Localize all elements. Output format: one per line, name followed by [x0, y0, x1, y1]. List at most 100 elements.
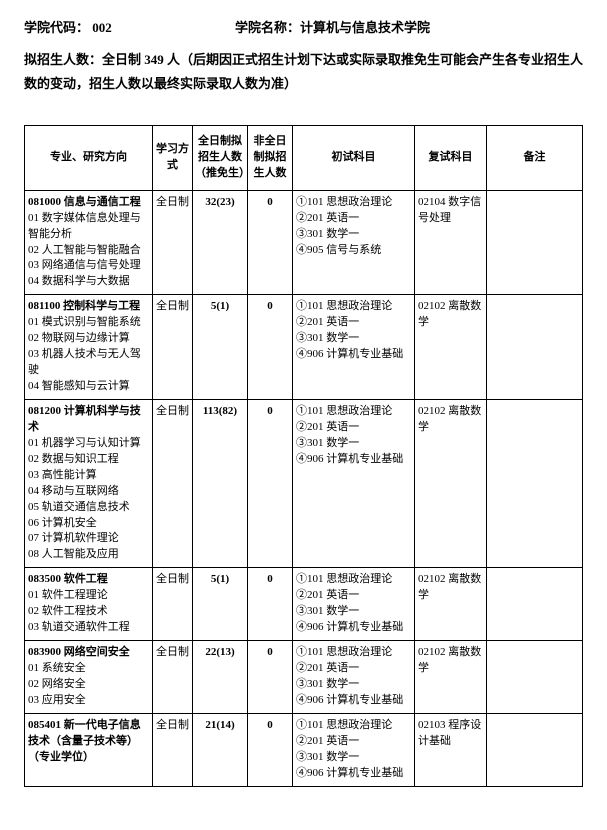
exam1-item: ②201 英语一: [296, 588, 411, 604]
th-note: 备注: [487, 125, 583, 190]
enrollment-table: 专业、研究方向 学习方式 全日制拟招生人数（推免生） 非全日制拟招生人数 初试科…: [24, 125, 583, 787]
table-header-row: 专业、研究方向 学习方式 全日制拟招生人数（推免生） 非全日制拟招生人数 初试科…: [25, 125, 583, 190]
exam1-item: ③301 数学一: [296, 331, 411, 347]
exam1-item: ③301 数学一: [296, 227, 411, 243]
exam1-item: ②201 英语一: [296, 734, 411, 750]
cell-parttime: 0: [248, 713, 293, 786]
cell-mode: 全日制: [153, 641, 193, 714]
sub-direction: 03 应用安全: [28, 693, 149, 709]
cell-exam2: 02103 程序设计基础: [415, 713, 487, 786]
exam1-item: ①101 思想政治理论: [296, 718, 411, 734]
th-full: 全日制拟招生人数（推免生）: [193, 125, 248, 190]
exam1-item: ③301 数学一: [296, 436, 411, 452]
sub-direction: 02 物联网与边缘计算: [28, 331, 149, 347]
cell-exam1: ①101 思想政治理论②201 英语一③301 数学一④906 计算机专业基础: [293, 641, 415, 714]
table-row: 083900 网络空间安全01 系统安全02 网络安全03 应用安全全日制22(…: [25, 641, 583, 714]
exam1-item: ④906 计算机专业基础: [296, 620, 411, 636]
sub-direction: 04 移动与互联网络: [28, 484, 149, 500]
exam1-item: ①101 思想政治理论: [296, 195, 411, 211]
cell-exam1: ①101 思想政治理论②201 英语一③301 数学一④906 计算机专业基础: [293, 399, 415, 567]
cell-mode: 全日制: [153, 190, 193, 295]
cell-major: 081000 信息与通信工程01 数字媒体信息处理与智能分析02 人工智能与智能…: [25, 190, 153, 295]
cell-fulltime: 5(1): [193, 568, 248, 641]
sub-direction: 01 系统安全: [28, 661, 149, 677]
cell-exam1: ①101 思想政治理论②201 英语一③301 数学一④906 计算机专业基础: [293, 713, 415, 786]
cell-note: [487, 295, 583, 400]
sub-direction: 01 数字媒体信息处理与智能分析: [28, 211, 149, 243]
exam1-item: ④906 计算机专业基础: [296, 452, 411, 468]
exam1-item: ②201 英语一: [296, 315, 411, 331]
sub-direction: 01 机器学习与认知计算: [28, 436, 149, 452]
exam1-item: ③301 数学一: [296, 677, 411, 693]
cell-exam2: 02102 离散数学: [415, 641, 487, 714]
exam1-item: ②201 英语一: [296, 661, 411, 677]
table-row: 081000 信息与通信工程01 数字媒体信息处理与智能分析02 人工智能与智能…: [25, 190, 583, 295]
major-title: 081100 控制科学与工程: [28, 299, 149, 315]
exam1-item: ③301 数学一: [296, 604, 411, 620]
cell-fulltime: 22(13): [193, 641, 248, 714]
sub-direction: 03 机器人技术与无人驾驶: [28, 347, 149, 379]
cell-major: 081100 控制科学与工程01 模式识别与智能系统02 物联网与边缘计算03 …: [25, 295, 153, 400]
cell-fulltime: 21(14): [193, 713, 248, 786]
exam1-item: ④906 计算机专业基础: [296, 347, 411, 363]
college-name: 学院名称：计算机与信息技术学院: [235, 18, 430, 38]
th-exam1: 初试科目: [293, 125, 415, 190]
cell-exam2: 02102 离散数学: [415, 399, 487, 567]
cell-major: 081200 计算机科学与技术01 机器学习与认知计算02 数据与知识工程03 …: [25, 399, 153, 567]
sub-direction: 01 软件工程理论: [28, 588, 149, 604]
exam1-item: ①101 思想政治理论: [296, 645, 411, 661]
cell-parttime: 0: [248, 399, 293, 567]
cell-parttime: 0: [248, 190, 293, 295]
cell-mode: 全日制: [153, 295, 193, 400]
cell-parttime: 0: [248, 641, 293, 714]
table-row: 081100 控制科学与工程01 模式识别与智能系统02 物联网与边缘计算03 …: [25, 295, 583, 400]
header-line: 学院代码： 002 学院名称：计算机与信息技术学院: [24, 18, 583, 38]
cell-exam2: 02102 离散数学: [415, 568, 487, 641]
major-title: 083500 软件工程: [28, 572, 149, 588]
sub-direction: 03 高性能计算: [28, 468, 149, 484]
sub-direction: 02 数据与知识工程: [28, 452, 149, 468]
major-title: 081200 计算机科学与技术: [28, 404, 149, 436]
cell-exam1: ①101 思想政治理论②201 英语一③301 数学一④906 计算机专业基础: [293, 295, 415, 400]
college-code-label: 学院代码： 002: [24, 18, 112, 38]
th-major: 专业、研究方向: [25, 125, 153, 190]
sub-direction: 02 软件工程技术: [28, 604, 149, 620]
cell-major: 083500 软件工程01 软件工程理论02 软件工程技术03 轨道交通软件工程: [25, 568, 153, 641]
cell-major: 083900 网络空间安全01 系统安全02 网络安全03 应用安全: [25, 641, 153, 714]
major-title: 081000 信息与通信工程: [28, 195, 149, 211]
exam1-item: ③301 数学一: [296, 750, 411, 766]
cell-note: [487, 568, 583, 641]
sub-direction: 07 计算机软件理论: [28, 531, 149, 547]
table-row: 083500 软件工程01 软件工程理论02 软件工程技术03 轨道交通软件工程…: [25, 568, 583, 641]
exam1-item: ①101 思想政治理论: [296, 572, 411, 588]
exam1-item: ②201 英语一: [296, 211, 411, 227]
table-row: 081200 计算机科学与技术01 机器学习与认知计算02 数据与知识工程03 …: [25, 399, 583, 567]
sub-direction: 03 轨道交通软件工程: [28, 620, 149, 636]
sub-direction: 02 网络安全: [28, 677, 149, 693]
exam1-item: ④905 信号与系统: [296, 243, 411, 259]
sub-direction: 01 模式识别与智能系统: [28, 315, 149, 331]
cell-fulltime: 5(1): [193, 295, 248, 400]
enrollment-description: 拟招生人数：全日制 349 人（后期因正式招生计划下达或实际录取推免生可能会产生…: [24, 48, 583, 97]
sub-direction: 02 人工智能与智能融合: [28, 243, 149, 259]
cell-exam1: ①101 思想政治理论②201 英语一③301 数学一④906 计算机专业基础: [293, 568, 415, 641]
major-title: 085401 新一代电子信息技术（含量子技术等）（专业学位）: [28, 718, 149, 766]
th-exam2: 复试科目: [415, 125, 487, 190]
cell-mode: 全日制: [153, 713, 193, 786]
cell-fulltime: 113(82): [193, 399, 248, 567]
cell-note: [487, 190, 583, 295]
sub-direction: 03 网络通信与信号处理: [28, 258, 149, 274]
exam1-item: ①101 思想政治理论: [296, 299, 411, 315]
exam1-item: ②201 英语一: [296, 420, 411, 436]
exam1-item: ④906 计算机专业基础: [296, 693, 411, 709]
sub-direction: 04 智能感知与云计算: [28, 379, 149, 395]
cell-exam1: ①101 思想政治理论②201 英语一③301 数学一④905 信号与系统: [293, 190, 415, 295]
sub-direction: 06 计算机安全: [28, 516, 149, 532]
cell-mode: 全日制: [153, 568, 193, 641]
exam1-item: ①101 思想政治理论: [296, 404, 411, 420]
sub-direction: 05 轨道交通信息技术: [28, 500, 149, 516]
cell-parttime: 0: [248, 295, 293, 400]
cell-exam2: 02104 数字信号处理: [415, 190, 487, 295]
cell-mode: 全日制: [153, 399, 193, 567]
cell-fulltime: 32(23): [193, 190, 248, 295]
